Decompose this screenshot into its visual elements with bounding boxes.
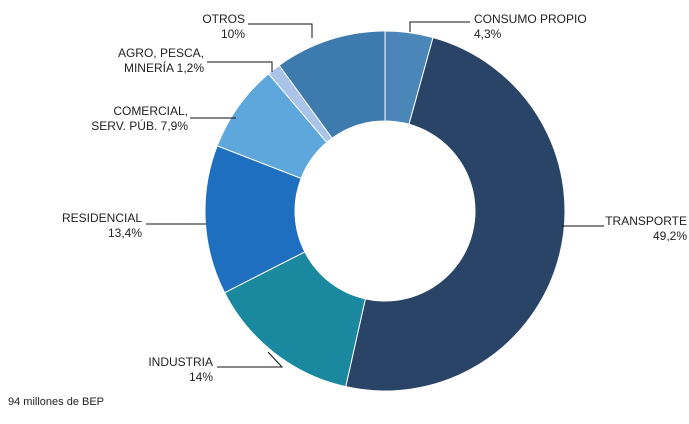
category-label: TRANSPORTE [605,214,687,228]
category-label: AGRO, PESCA, MINERÍA [117,46,204,75]
value-label: 7,9% [160,119,188,133]
value-label: 10% [220,27,245,41]
donut-segment [278,30,386,139]
category-label: OTROS [202,12,245,26]
value-label: 4,3% [474,27,502,41]
category-label: CONSUMO PROPIO [474,12,587,26]
footnote: 94 millones de BEP [8,396,104,408]
value-label: 1,2% [176,61,204,75]
leader-line [248,23,313,38]
slice-label: OTROS 10% [202,12,245,42]
slice-label: RESIDENCIAL 13,4% [62,211,142,241]
slice-label: AGRO, PESCA, MINERÍA 1,2% [94,46,204,76]
donut-segment [345,36,566,392]
slice-label: TRANSPORTE 49,2% [605,214,687,244]
slice-label: INDUSTRIA 14% [148,355,213,385]
slice-label: CONSUMO PROPIO 4,3% [474,12,587,42]
leader-line [409,21,470,32]
category-label: COMERCIAL, SERV. PÚB. [91,104,188,133]
leader-line [217,351,284,368]
category-label: RESIDENCIAL [61,211,142,225]
category-label: INDUSTRIA [148,355,213,369]
leader-line [207,61,273,72]
value-label: 13,4% [107,226,142,240]
slice-label: COMERCIAL, SERV. PÚB. 7,9% [78,104,188,134]
value-label: 14% [188,370,213,384]
value-label: 49,2% [652,229,687,243]
